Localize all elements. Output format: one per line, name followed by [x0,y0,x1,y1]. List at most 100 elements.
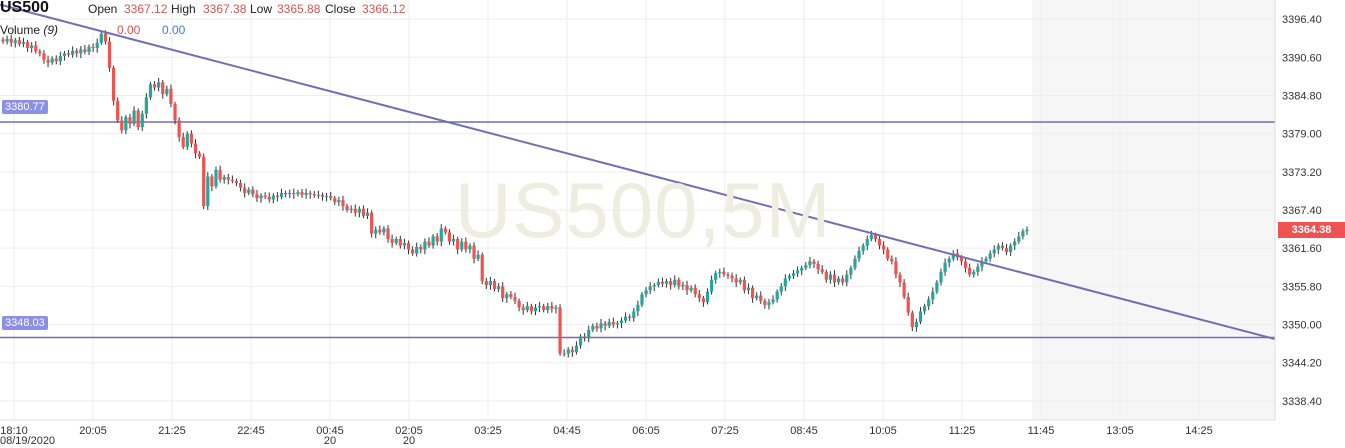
x-tick-label: 06:05 [632,425,660,437]
candle-body [247,189,251,193]
y-tick-label: 3355.80 [1282,281,1322,293]
candle-body [513,296,517,301]
candle-body [898,274,902,283]
price-axis[interactable]: 3396.40 3390.60 3384.80 3379.00 3373.20 3367.… [1282,14,1322,408]
candle-body [427,241,431,246]
candle-body [812,261,816,264]
candle-body [677,279,681,287]
y-tick-label: 3390.60 [1282,52,1322,64]
candle-body [468,245,472,250]
candle-body [681,285,685,287]
candle-body [230,179,234,182]
trendline[interactable] [0,3,1276,340]
candle-body [58,55,62,62]
candle-body [742,279,746,291]
candle-body [992,249,996,254]
candle-body [316,194,320,196]
x-tick-sublabel: 20 [403,435,415,447]
candle-body [824,271,828,280]
candle-body [521,307,525,311]
candle-body [1004,248,1009,253]
candle-body [578,336,583,346]
candle-body [517,300,521,308]
volume-indicator-label[interactable]: Volume (9) [0,23,58,37]
candle-body [271,195,275,200]
candle-body [300,192,304,195]
candle-body [34,45,38,52]
candle-body [963,261,968,268]
candle-body [341,200,345,207]
candle-body [914,321,919,328]
candle-body [120,120,124,131]
candle-body [845,274,849,283]
candle-body [714,273,718,280]
candle-body [644,290,648,295]
candle-body [615,323,619,325]
candle-body [775,291,779,300]
candle-body [836,278,841,283]
candle-body [673,279,677,286]
candle-body [832,274,837,283]
candle-body [357,208,361,213]
candle-body [701,298,706,303]
candle-body [796,270,800,274]
candle-body [972,271,976,275]
candle-body [894,261,898,275]
candle-body [951,253,955,259]
candle-body [181,136,185,147]
candle-body [771,299,775,303]
candle-body [255,194,259,199]
candle-body [17,40,21,45]
candle-body [447,232,452,242]
candle-body [296,192,300,195]
volume-label: Volume [0,23,41,37]
candle-body [288,192,292,195]
candle-body [361,208,366,216]
candle-body [157,82,161,88]
y-tick-label: 3367.40 [1282,205,1322,217]
candle-body [865,238,869,246]
candle-body [30,45,34,49]
candle-body [492,281,497,289]
candle-body [456,238,460,250]
horizontal-line-label-lower[interactable]: 3348.03 [2,315,48,330]
high-label: High [171,2,196,16]
symbol-name[interactable]: US500 [0,0,49,16]
candle-body [689,287,693,291]
candle-body [79,49,83,54]
candle-body [947,258,951,263]
y-tick-label: 3396.40 [1282,14,1322,26]
candle-body [841,278,845,283]
candle-body [1000,245,1005,249]
candle-body [537,306,542,308]
candle-body [423,241,427,250]
candle-body [148,84,153,98]
candle-body [943,262,947,272]
candle-body [480,254,484,282]
candle-body [664,281,669,284]
candle-body [349,208,353,210]
candle-body [308,192,312,195]
candle-body [75,50,79,54]
candle-body [501,286,505,299]
volume-value-2: 0.00 [162,23,186,37]
candle-body [918,311,923,322]
candle-body [165,88,169,95]
candle-body [382,228,386,233]
candle-body [763,300,767,305]
candle-body [509,294,513,297]
x-tick-label: 20:05 [79,425,107,437]
chart-header: US500 Open 3367.12 High 3367.38 Low 3365… [0,0,600,40]
chart-watermark: US500,5M [455,166,832,254]
candle-body [267,196,271,200]
candle-body [111,67,116,101]
candle-body [980,261,984,267]
x-tick-label: 00:45 [316,425,344,437]
candle-body [275,195,280,197]
horizontal-line-label-upper[interactable]: 3380.77 [2,99,48,114]
candle-body [402,242,407,246]
candle-body [128,117,132,124]
x-tick-label: 10:05 [869,425,897,437]
